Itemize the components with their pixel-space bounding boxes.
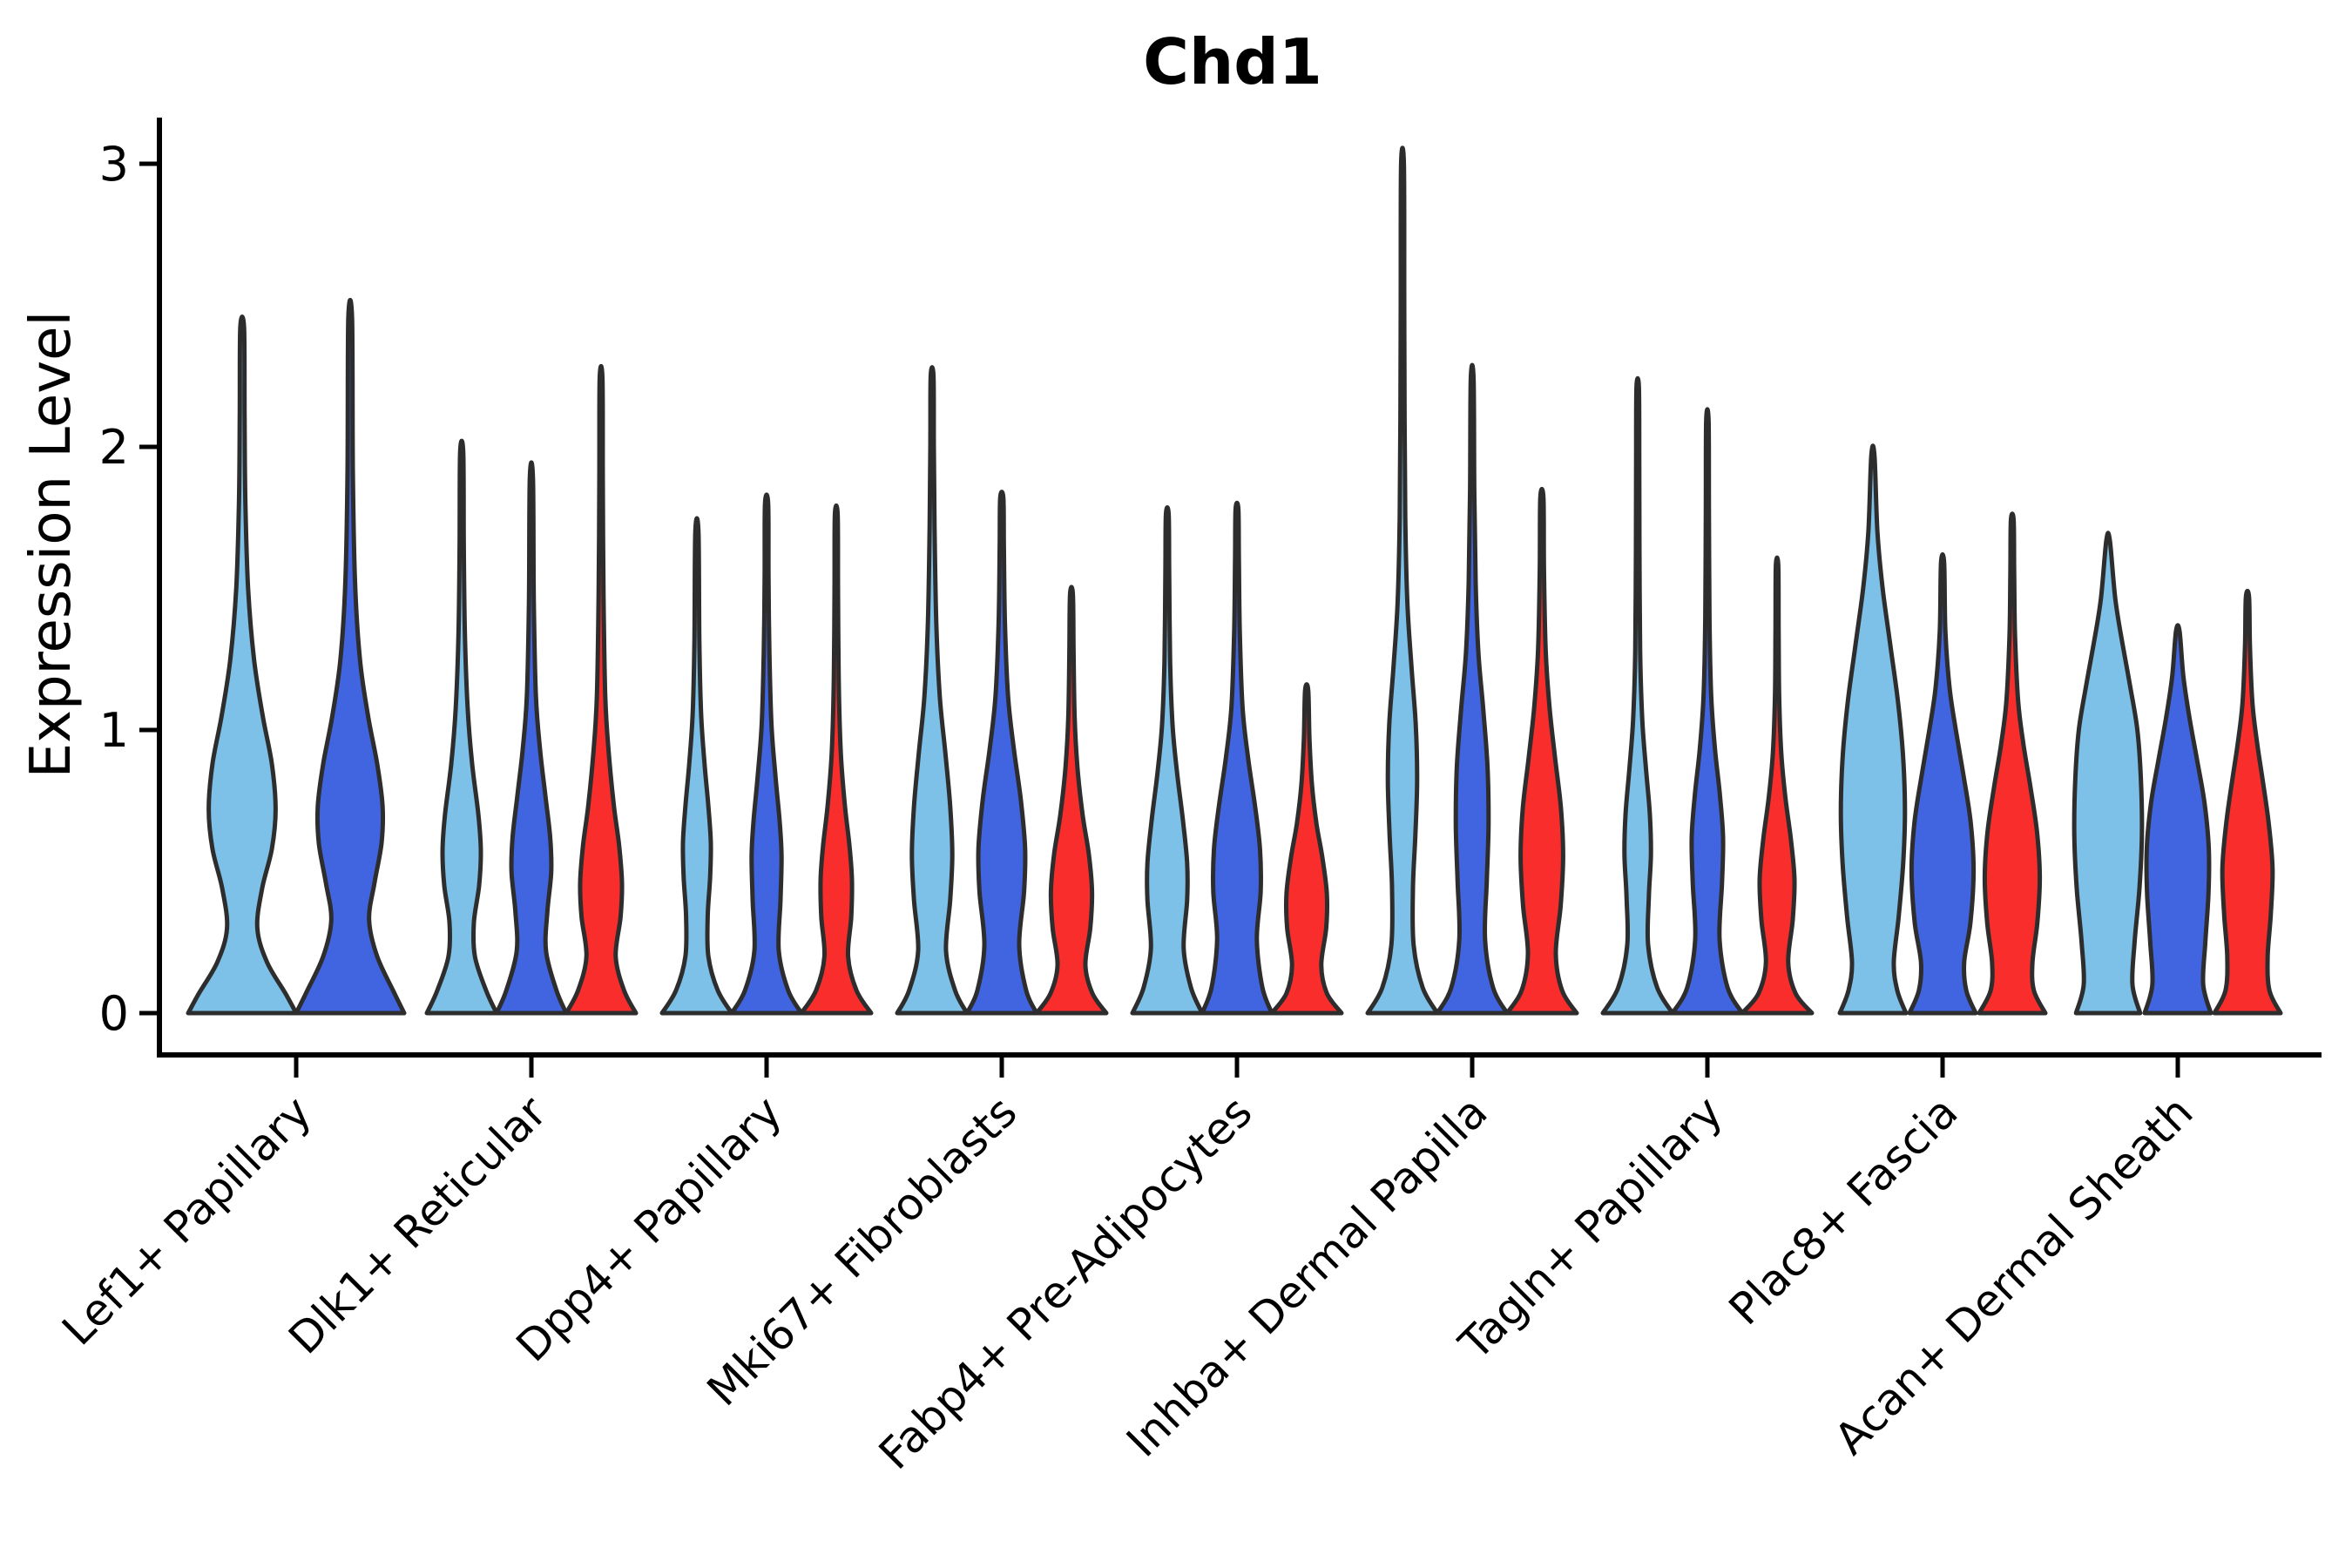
y-tick-label: 0 <box>99 986 129 1041</box>
violin-dark-blue <box>494 460 569 1016</box>
violin-dark-blue <box>964 490 1039 1016</box>
violin-red <box>799 503 874 1016</box>
violin-light-blue <box>2072 531 2145 1016</box>
violin-light-blue <box>1600 375 1675 1016</box>
violin-dark-blue <box>1907 552 1978 1016</box>
violin-red <box>564 363 639 1016</box>
violin-dark-blue <box>729 492 804 1016</box>
x-tick-label: Fabp4+ Pre-Adipocytes <box>869 1086 1262 1479</box>
violin-light-blue <box>186 314 299 1016</box>
x-tick-label: Lef1+ Papillary <box>52 1086 321 1355</box>
x-tick-label: Plac8+ Fascia <box>1720 1086 1968 1335</box>
violin-red <box>2212 588 2283 1016</box>
y-axis-label: Expression Level <box>19 311 84 779</box>
violin-dark-blue <box>294 297 407 1016</box>
violin-dark-blue <box>2142 623 2213 1016</box>
y-tick-label: 3 <box>99 137 129 192</box>
axes: 0 1 2 3 <box>99 118 2322 1078</box>
violin-red <box>1977 511 2048 1016</box>
violin-dark-blue <box>1670 407 1745 1016</box>
violin-red <box>1740 555 1815 1016</box>
violin-dark-blue <box>1435 362 1510 1016</box>
x-tick-label: Dlk1+ Reticular <box>279 1086 556 1363</box>
violin-red <box>1034 585 1109 1016</box>
violin-light-blue <box>1130 504 1205 1016</box>
violin-light-blue <box>1365 145 1440 1016</box>
violin-light-blue <box>895 365 970 1016</box>
violin-dark-blue <box>1200 500 1274 1016</box>
violin-marks <box>186 145 2283 1016</box>
x-tick-label: Tagln+ Papillary <box>1449 1086 1732 1369</box>
y-tick-label: 2 <box>99 420 129 475</box>
violin-red <box>1504 486 1579 1016</box>
violin-light-blue <box>659 516 734 1016</box>
violin-light-blue <box>1837 443 1909 1016</box>
violin-red <box>1269 682 1344 1016</box>
chart-title: Chd1 <box>1143 25 1322 98</box>
y-tick-label: 1 <box>99 703 129 758</box>
violin-light-blue <box>424 438 499 1016</box>
